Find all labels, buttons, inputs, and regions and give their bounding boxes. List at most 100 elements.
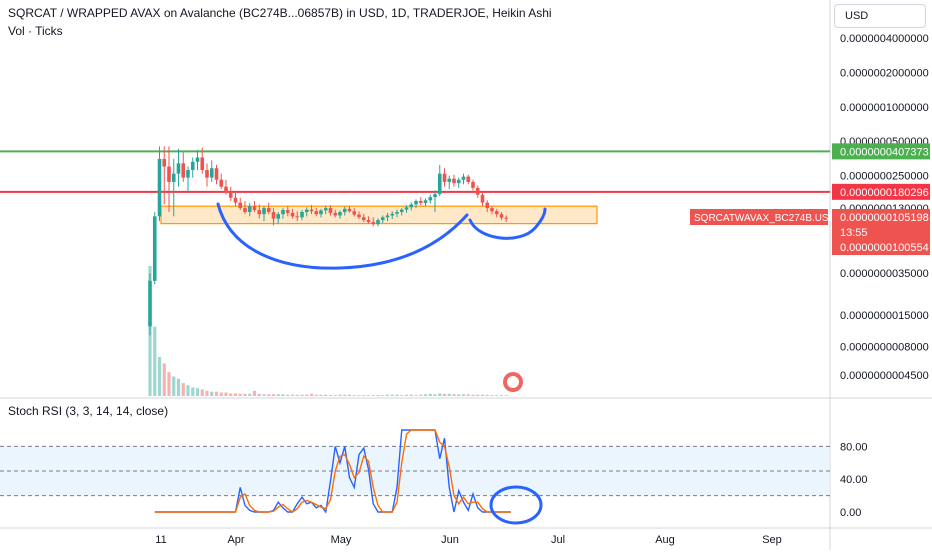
volume-bar xyxy=(276,394,280,396)
volume-bar xyxy=(390,394,394,396)
volume-bar xyxy=(371,395,375,396)
volume-bar xyxy=(238,393,242,396)
candle-body xyxy=(266,208,271,213)
green-line-axis-badge xyxy=(832,143,930,160)
volume-bar xyxy=(172,376,176,396)
volume-bar xyxy=(457,394,461,396)
candle-body xyxy=(376,220,380,225)
candle-body xyxy=(300,212,304,218)
candle-body xyxy=(423,200,428,203)
candle-body xyxy=(290,212,295,217)
candle-body xyxy=(485,202,490,209)
candle-body xyxy=(190,161,195,170)
candle-body xyxy=(323,208,328,211)
candle-body xyxy=(285,210,290,213)
candle-body xyxy=(333,212,338,216)
volume-bar xyxy=(447,393,451,396)
candle-body xyxy=(418,200,423,203)
candle-body xyxy=(247,206,252,213)
volume-bar xyxy=(224,392,228,396)
candle-body xyxy=(494,211,499,215)
flag-icon-inner xyxy=(507,376,519,388)
price-axis-tick-label: 0.0000000035000 xyxy=(840,268,929,280)
red-line-axis-badge xyxy=(832,183,930,200)
volume-bar xyxy=(485,394,489,396)
rsi-axis-tick-label: 40.00 xyxy=(840,474,868,486)
candle-body xyxy=(276,214,281,219)
volume-bar xyxy=(157,357,162,396)
handle-drawing xyxy=(468,207,547,240)
candle-body xyxy=(399,209,404,213)
candle-body xyxy=(466,176,471,182)
volume-bar xyxy=(357,395,361,396)
volume-bar xyxy=(461,394,466,396)
candle-body xyxy=(205,169,209,178)
candle-body xyxy=(152,216,157,281)
volume-bar xyxy=(338,394,342,396)
volume-bar xyxy=(433,394,437,396)
candle-body xyxy=(319,210,323,215)
volume-bar xyxy=(409,394,413,396)
current-price-badge xyxy=(832,209,930,255)
volume-bar xyxy=(414,395,418,396)
candle-body xyxy=(357,214,361,218)
symbol-badge-label: SQRCATWAVAX_BC274B.USD xyxy=(694,213,836,224)
volume-bar xyxy=(328,395,333,396)
candle-body xyxy=(404,207,409,210)
volume-bar xyxy=(286,394,290,396)
volume-bar xyxy=(419,394,423,396)
candle-body xyxy=(461,176,466,180)
candle-body xyxy=(380,217,385,221)
time-axis-tick-label: 11 xyxy=(155,534,166,546)
candle-body xyxy=(219,179,224,187)
volume-bar xyxy=(248,393,252,396)
candle-body xyxy=(471,181,475,188)
candle-body xyxy=(409,204,414,208)
candle-body xyxy=(504,217,509,219)
currency-button[interactable]: USD xyxy=(834,4,926,28)
cup-drawing xyxy=(216,202,469,270)
candle-body xyxy=(243,208,247,213)
countdown-label: 13:55 xyxy=(840,227,868,239)
candle-body xyxy=(167,166,171,182)
price-axis-tick-label: 0.0000000250000 xyxy=(840,171,929,183)
volume-bar xyxy=(376,395,380,396)
volume-bar xyxy=(343,394,347,396)
price-axis-tick-label: 0.0000000015000 xyxy=(840,310,929,322)
candle-body xyxy=(499,214,504,218)
volume-bar xyxy=(395,394,399,396)
volume-bar xyxy=(347,394,352,396)
volume-bar xyxy=(162,363,166,396)
symbol-badge xyxy=(690,209,828,225)
candle-body xyxy=(271,212,276,219)
candle-body xyxy=(262,208,266,215)
volume-bar xyxy=(438,393,442,396)
volume-bar xyxy=(495,395,499,396)
candle-body xyxy=(352,211,357,215)
rsi-axis-tick-label: 80.00 xyxy=(840,441,868,453)
volume-bar xyxy=(167,372,171,396)
volume-bar xyxy=(400,395,404,396)
volume-bar xyxy=(257,393,261,396)
price-axis-tick-label: 0.0000001000000 xyxy=(840,102,929,114)
volume-bar xyxy=(300,394,304,396)
volume-bar xyxy=(186,385,190,396)
candle-body xyxy=(181,163,186,178)
volume-bar xyxy=(319,394,323,396)
time-axis-tick-label: Jun xyxy=(441,534,459,546)
volume-bar xyxy=(428,393,432,396)
volume-bar xyxy=(176,378,181,396)
candle-body xyxy=(480,194,485,203)
candle-body xyxy=(338,212,342,216)
candle-body xyxy=(209,168,214,178)
candle-body xyxy=(475,187,480,195)
candle-body xyxy=(257,210,262,215)
candle-body xyxy=(281,210,285,215)
candle-body xyxy=(366,220,371,223)
volume-bar xyxy=(381,395,385,396)
stoch-rsi-d-line xyxy=(154,429,511,513)
price-axis-tick-label: 0.0000000004500 xyxy=(840,370,929,382)
candle-body xyxy=(233,197,238,203)
volume-bar xyxy=(499,395,504,396)
volume-bar xyxy=(314,394,318,396)
